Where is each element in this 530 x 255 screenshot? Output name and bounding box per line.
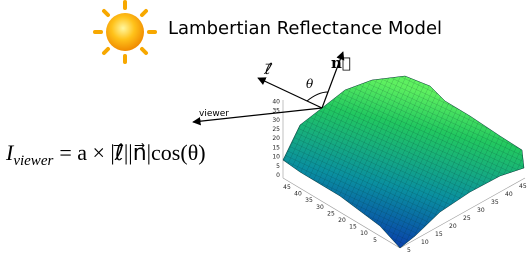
tick-label: 40 xyxy=(294,191,302,198)
tick-label: 35 xyxy=(491,199,499,206)
normal-label: n⃗ xyxy=(331,54,351,72)
tick-label: 25 xyxy=(463,215,471,222)
tick-label: 25 xyxy=(272,126,280,133)
tick-label: 20 xyxy=(272,135,280,142)
light-label: ℓ⃗ xyxy=(263,60,273,78)
tick-label: 20 xyxy=(449,223,457,230)
tick-label: 15 xyxy=(272,144,280,151)
equation: Iviewer= a × |ℓ⃗||n⃗|cos(θ) xyxy=(5,140,206,169)
sun-icon xyxy=(95,2,155,62)
tick-label: 5 xyxy=(276,163,280,170)
tick-label: 0 xyxy=(276,172,280,179)
tick-label: 20 xyxy=(338,217,346,224)
title: Lambertian Reflectance Model xyxy=(168,18,442,39)
tick-label: 40 xyxy=(272,98,280,105)
surface xyxy=(283,76,524,248)
tick-label: 10 xyxy=(360,230,368,237)
tick-label: 45 xyxy=(519,183,527,190)
tick-label: 30 xyxy=(272,117,280,124)
equation-rhs: = a × |ℓ⃗||n⃗|cos(θ) xyxy=(59,140,205,165)
diagram: Lambertian Reflectance Model n⃗ ℓ⃗ θ vie… xyxy=(0,0,530,255)
tick-label: 15 xyxy=(435,231,443,238)
tick-label: 15 xyxy=(349,224,357,231)
viewer-label: viewer xyxy=(199,109,229,119)
equation-subscript: viewer xyxy=(13,153,53,169)
tick-label: 10 xyxy=(421,239,429,246)
tick-label: 45 xyxy=(283,184,291,191)
tick-label: 5 xyxy=(407,247,411,254)
tick-label: 25 xyxy=(327,210,335,217)
tick-label: 35 xyxy=(305,197,313,204)
tick-label: 30 xyxy=(477,207,485,214)
tick-label: 10 xyxy=(272,154,280,161)
tick-label: 30 xyxy=(316,204,324,211)
tick-label: 35 xyxy=(272,108,280,115)
tick-label: 5 xyxy=(373,237,377,244)
angle-label: θ xyxy=(306,77,314,91)
tick-label: 40 xyxy=(505,191,513,198)
